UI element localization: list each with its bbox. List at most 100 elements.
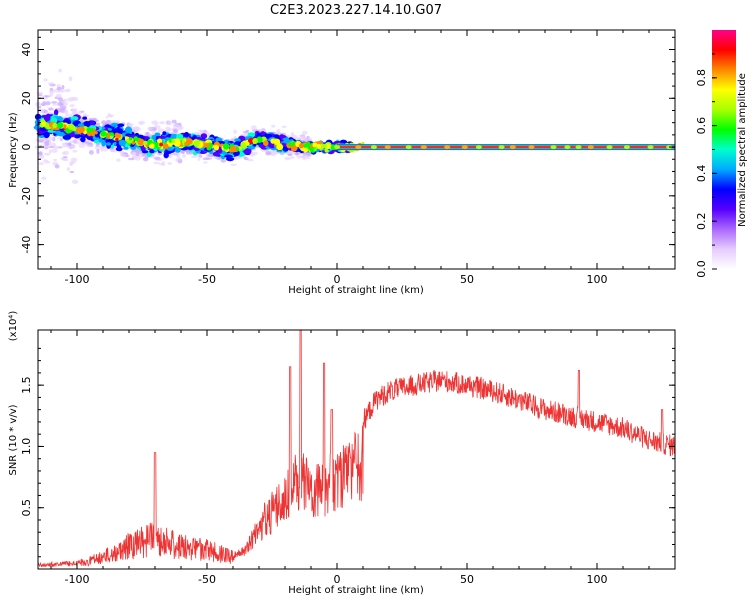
x-tick-label: -50	[198, 273, 216, 286]
spectrum-blob	[52, 103, 58, 106]
spectrum-blob	[80, 110, 85, 113]
spectrum-blob	[116, 158, 121, 162]
x-tick-label: -50	[198, 573, 216, 586]
spectrum-blob	[145, 131, 150, 137]
spectrum-blob	[177, 128, 183, 131]
spectrum-peak	[205, 142, 210, 148]
x-tick-label: 100	[587, 573, 608, 586]
spectrum-blob	[157, 135, 167, 139]
spectrum-peak	[149, 143, 155, 149]
x-tick-label: 50	[460, 573, 474, 586]
spectrum-peak	[143, 140, 148, 146]
spectrum-peak	[129, 137, 133, 141]
spectrum-blob	[51, 148, 58, 153]
spectrum-peak	[102, 131, 107, 136]
spectrum-blob	[82, 116, 88, 120]
spectrum-blob	[306, 152, 312, 157]
spectrum-blob	[43, 152, 51, 156]
spectrum-blob	[60, 157, 65, 161]
spectrum-blob	[41, 103, 46, 106]
spectrum-blob	[173, 129, 177, 133]
spectrum-peak	[312, 142, 318, 148]
spectrum-line-dot	[606, 145, 613, 150]
spectrum-peak	[91, 132, 95, 137]
x-tick-label: 50	[460, 273, 474, 286]
spectrum-blob	[59, 105, 67, 110]
x-tick-label: 0	[334, 573, 341, 586]
spectrum-peak	[240, 142, 247, 148]
spectrum-blob	[134, 151, 140, 157]
spectrum-blob	[177, 156, 181, 160]
spectrum-blob	[110, 149, 116, 153]
spectrum-blob	[61, 142, 67, 146]
spectrum-blob	[63, 158, 69, 162]
snr-panel: -100 -50 0 50 100 0.5 1.0 1.5 Height of straigh…	[8, 311, 676, 596]
spectrum-blob	[250, 125, 257, 131]
spectrum-blob	[69, 161, 74, 166]
y-tick-label: 0	[20, 144, 33, 151]
spectrum-blob	[43, 159, 48, 162]
colorbar-label: Normalized spectral amplitude	[737, 73, 748, 227]
spectrum-blob	[273, 152, 280, 155]
spectrum-blob	[157, 128, 165, 132]
spectrum-peak	[309, 144, 313, 149]
spectrum-blob	[142, 153, 148, 157]
spectrum-blob	[260, 131, 265, 136]
spectrum-peak	[184, 141, 189, 146]
spectrum-blob	[106, 142, 111, 146]
spectrum-blob	[247, 158, 254, 162]
spectrum-blob	[51, 101, 58, 104]
spectrum-blob	[171, 119, 177, 124]
spectrum-blob	[123, 146, 129, 150]
spectrum-peak	[252, 138, 259, 144]
spectrum-blob	[43, 114, 51, 122]
spectrum-blob	[78, 143, 86, 148]
y-tick-label: 1.5	[20, 376, 33, 394]
spectrum-blob	[55, 93, 62, 99]
spectrum-blob	[48, 136, 54, 140]
spectrum-line-dot	[623, 145, 630, 150]
spectrum-blob	[124, 126, 133, 134]
snr-plot-area	[37, 329, 676, 568]
spectrum-blob	[50, 142, 57, 147]
spectrum-blob	[61, 151, 67, 155]
spectrum-blob	[96, 122, 100, 126]
spectrum-blob	[200, 133, 208, 139]
spectrum-blob	[245, 129, 249, 132]
colorbar: 0.0 0.2 0.4 0.6 0.8 Normalized spectral ampl…	[695, 30, 748, 278]
spectrum-blob	[61, 100, 65, 104]
spectrum-blob	[70, 96, 76, 101]
spectrum-blob	[72, 110, 79, 116]
spectrum-blob	[158, 163, 165, 166]
spectrum-blob	[48, 149, 52, 154]
spectrum-blob	[48, 107, 54, 111]
spectrum-blob	[265, 151, 272, 156]
spectrum-peak	[245, 141, 250, 146]
y-tick-label: 40	[20, 43, 33, 57]
spectrum-peak	[157, 138, 163, 144]
spectrum-peak	[41, 121, 47, 126]
spectrum-blob	[197, 157, 201, 161]
spectrum-blob	[166, 147, 174, 151]
colorbar-ticks: 0.0 0.2 0.4 0.6 0.8	[695, 53, 717, 278]
spectrum-blob	[82, 114, 90, 118]
spectrum-peak	[78, 126, 85, 133]
spectrum-blob	[70, 157, 78, 162]
spectrum-blob	[68, 76, 73, 82]
spectrum-peak	[86, 127, 92, 133]
spectrum-blob	[301, 130, 308, 135]
spectrum-blob	[134, 127, 141, 132]
spectrum-peak	[222, 143, 230, 150]
colorbar-tick-label: 0.0	[695, 260, 708, 278]
snr-ylabel: SNR (10 * v/v)	[8, 404, 19, 475]
spectrum-line-dot	[420, 145, 427, 150]
spectrum-line-dot	[647, 145, 654, 150]
spectrum-blob	[45, 101, 51, 106]
spectrum-blob	[282, 146, 289, 152]
spectrum-line-dot	[564, 145, 571, 150]
spectrum-blob	[165, 126, 171, 131]
spectrum-blob	[69, 144, 76, 150]
spectrum-blob	[284, 156, 291, 161]
spectrum-peak	[115, 137, 119, 142]
